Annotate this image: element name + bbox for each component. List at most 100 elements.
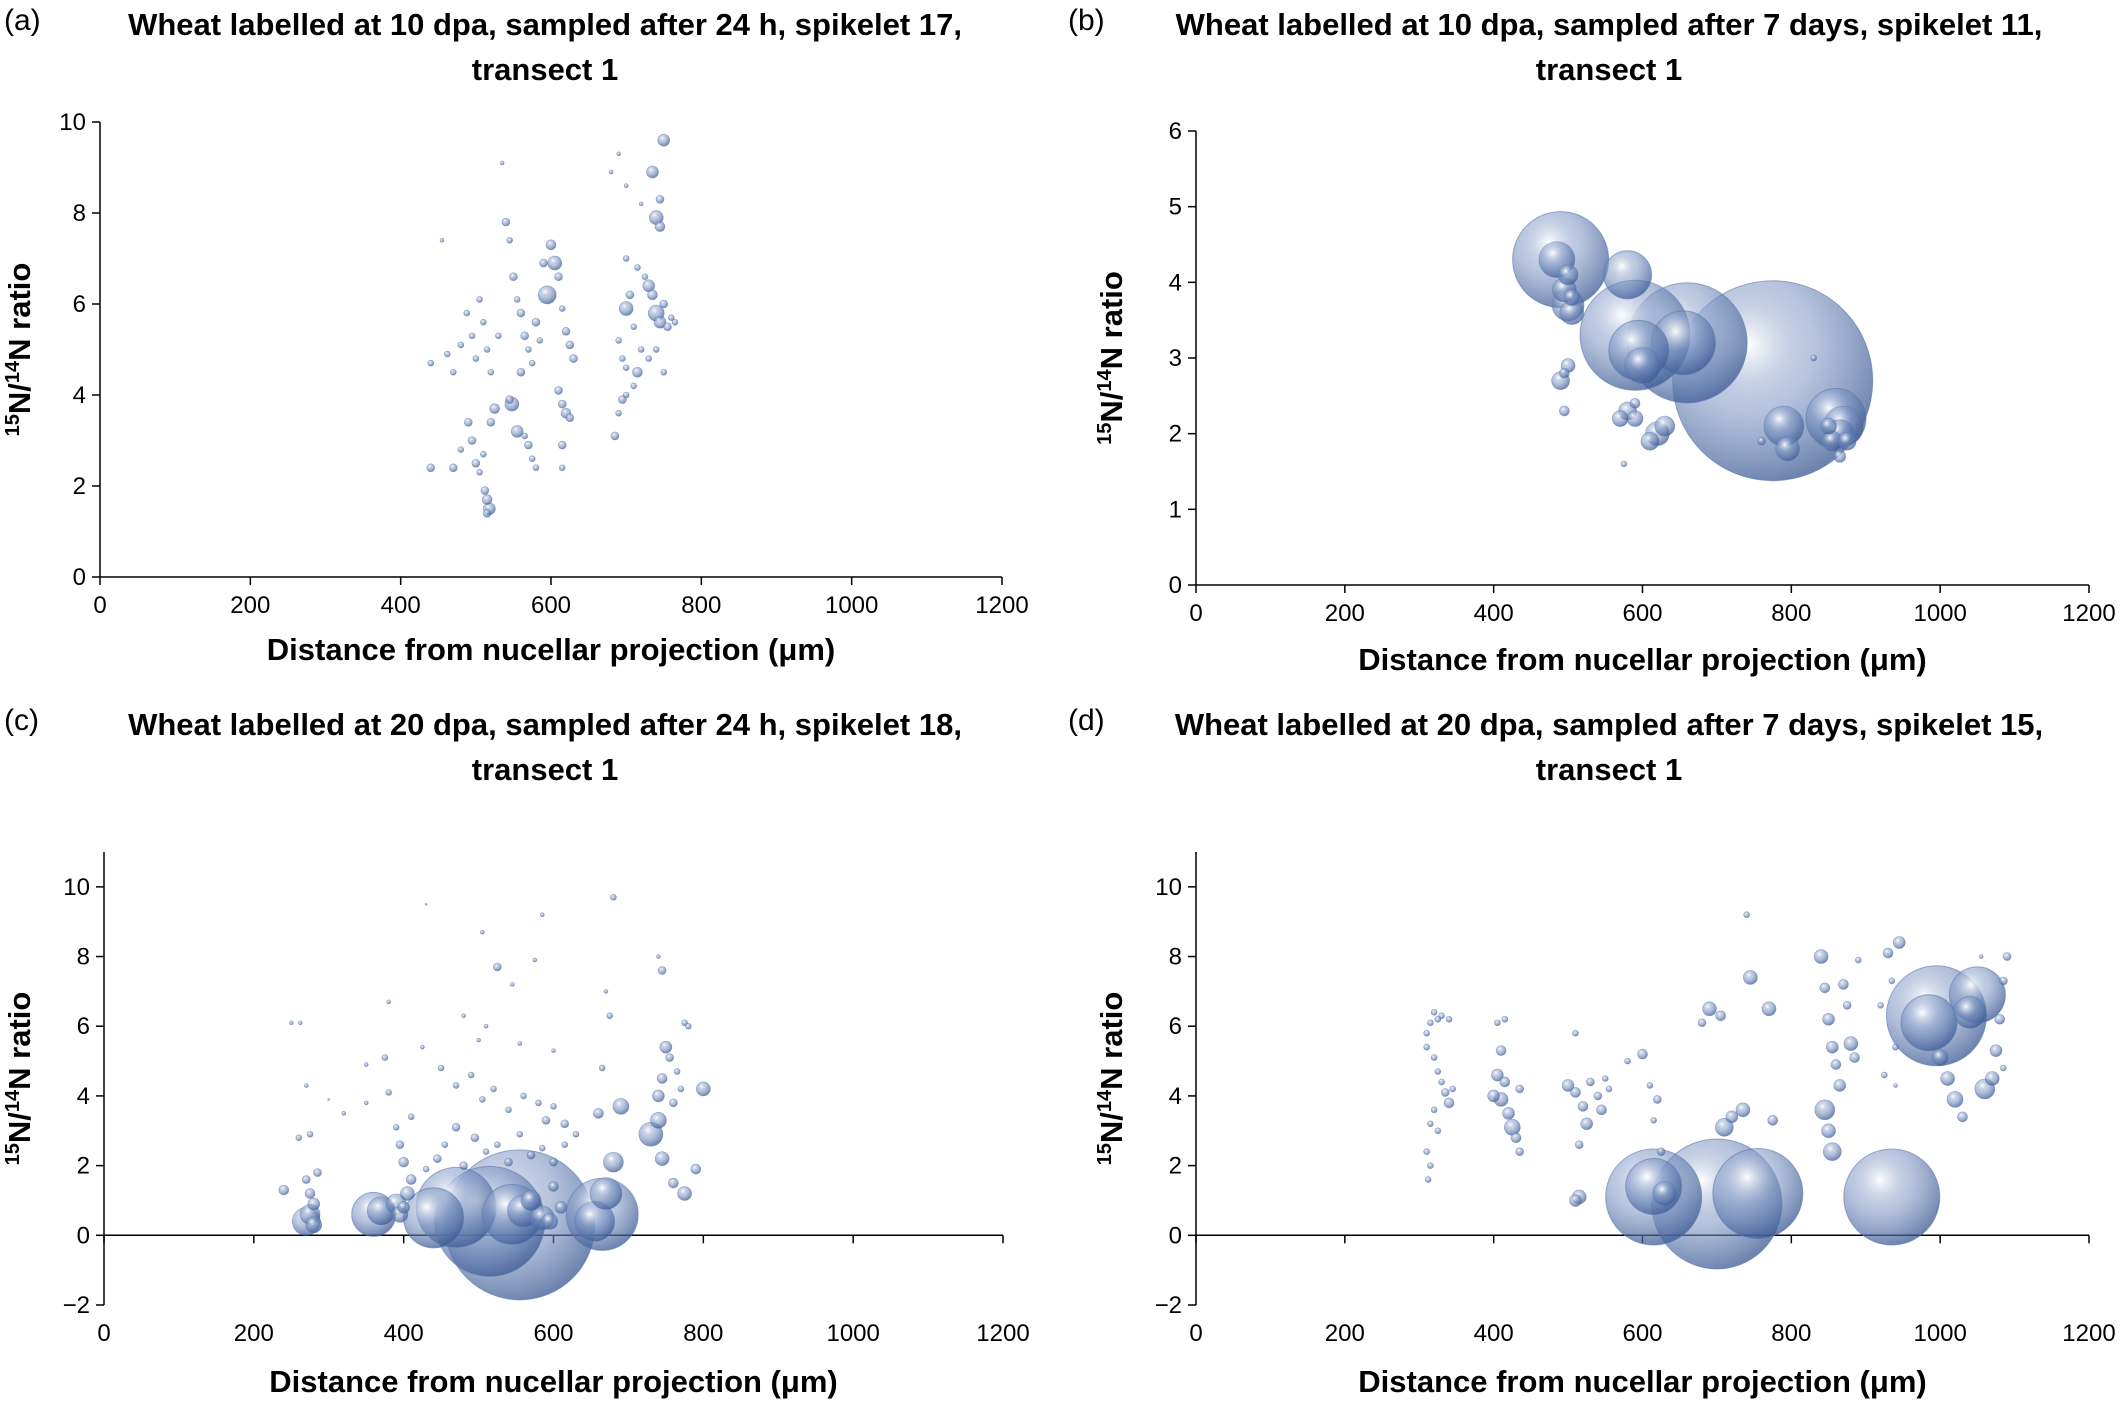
data-point	[545, 239, 557, 251]
data-point	[660, 368, 668, 376]
data-point	[1427, 1019, 1434, 1027]
y-tick-label: 8	[77, 944, 90, 971]
data-point	[603, 989, 609, 994]
data-point	[422, 1165, 430, 1173]
data-point	[520, 1092, 527, 1100]
data-point	[677, 1186, 692, 1201]
data-point	[1430, 1054, 1438, 1061]
data-point	[1423, 1043, 1430, 1051]
data-point	[558, 305, 566, 312]
data-point	[476, 296, 483, 303]
data-point	[1843, 1036, 1859, 1051]
x-axis-label: Distance from nucellar projection (μm)	[269, 1364, 837, 1399]
data-point	[1715, 1117, 1734, 1137]
data-point	[560, 1119, 570, 1129]
data-point	[630, 323, 637, 331]
data-point	[1892, 936, 1906, 949]
data-point	[297, 1020, 303, 1026]
data-point	[1893, 1083, 1898, 1088]
data-point	[1656, 1147, 1666, 1156]
data-point	[486, 417, 496, 427]
y-tick-label: −2	[1155, 1292, 1182, 1319]
panel-label: (b)	[1068, 4, 1105, 37]
data-point	[547, 255, 563, 271]
data-point	[1563, 289, 1581, 306]
data-point	[603, 1151, 624, 1173]
data-point	[288, 1020, 294, 1026]
data-point	[1712, 1147, 1804, 1239]
data-point	[426, 463, 436, 473]
data-point	[472, 355, 480, 362]
data-point	[398, 1156, 409, 1168]
data-point	[1725, 1110, 1739, 1124]
data-point	[619, 355, 626, 362]
data-point	[668, 1177, 679, 1189]
data-point	[1605, 1085, 1613, 1093]
data-point	[524, 440, 533, 450]
data-point	[1946, 1091, 1964, 1108]
data-point	[638, 201, 644, 207]
chart-panel-b: (b) Wheat labelled at 10 dpa, sampled af…	[1064, 0, 2128, 700]
data-point	[395, 1140, 405, 1150]
data-point	[630, 382, 637, 390]
data-point	[656, 954, 661, 959]
x-tick-label: 600	[531, 592, 571, 619]
data-point	[606, 1012, 613, 1020]
y-tick-label: 2	[1169, 421, 1182, 448]
data-point	[569, 354, 578, 363]
data-point	[1715, 1010, 1726, 1022]
data-point	[1487, 1089, 1500, 1103]
y-tick-label: 8	[73, 200, 86, 227]
chart-panel-a: (a) Wheat labelled at 10 dpa, sampled af…	[0, 0, 1064, 700]
scatter-plot: 0 200 400 600 800 1000 1200 0 1 2 3 4 5 6 Distance fro…	[1094, 118, 2116, 677]
chart-title: Wheat labelled at 10 dpa, sampled after …	[1175, 7, 2043, 87]
chart-panel-d: (d) Wheat labelled at 20 dpa, sampled af…	[1064, 700, 2128, 1401]
data-point	[526, 1150, 536, 1160]
x-tick-label: 400	[1474, 1320, 1514, 1347]
x-tick-label: 0	[97, 1320, 110, 1347]
data-point	[532, 464, 540, 472]
data-point	[480, 929, 485, 935]
data-point	[520, 1190, 542, 1211]
data-point	[1445, 1015, 1453, 1023]
data-point	[1984, 1071, 2000, 1086]
data-point	[565, 413, 575, 423]
data-point	[551, 1048, 556, 1053]
y-tick-label: −2	[63, 1292, 90, 1319]
data-point	[612, 1098, 630, 1115]
x-tick-label: 1200	[976, 1320, 1029, 1347]
data-point	[1423, 1148, 1430, 1155]
data-point	[669, 1098, 678, 1108]
data-point	[510, 425, 524, 438]
data-point	[1652, 1181, 1678, 1206]
x-tick-label: 600	[1622, 600, 1662, 627]
data-point	[671, 318, 679, 326]
data-point	[501, 217, 511, 227]
data-point	[1646, 1082, 1654, 1089]
data-point	[1931, 1049, 1949, 1066]
data-point	[589, 1177, 623, 1210]
data-point	[1430, 1106, 1438, 1114]
data-point	[483, 1023, 489, 1029]
x-axis-label: Distance from nucellar projection (μm)	[1358, 642, 1926, 677]
data-point	[1611, 410, 1629, 427]
data-point	[437, 1064, 445, 1072]
y-tick-label: 10	[63, 874, 90, 901]
data-point	[1494, 1019, 1501, 1027]
data-point	[536, 337, 544, 344]
y-tick-label: 10	[1155, 874, 1182, 901]
data-point	[2000, 1064, 2007, 1072]
data-point	[392, 1123, 400, 1131]
data-point	[1557, 264, 1579, 286]
y-tick-label: 2	[77, 1153, 90, 1180]
data-point	[622, 364, 630, 372]
data-point	[295, 1134, 303, 1142]
data-point	[1843, 1148, 1941, 1246]
data-point	[1702, 1001, 1717, 1017]
data-point	[457, 341, 465, 349]
x-tick-label: 400	[1474, 600, 1514, 627]
y-tick-label: 6	[73, 291, 86, 318]
data-point	[509, 272, 518, 282]
data-point	[1515, 1084, 1525, 1094]
data-point	[637, 346, 645, 353]
